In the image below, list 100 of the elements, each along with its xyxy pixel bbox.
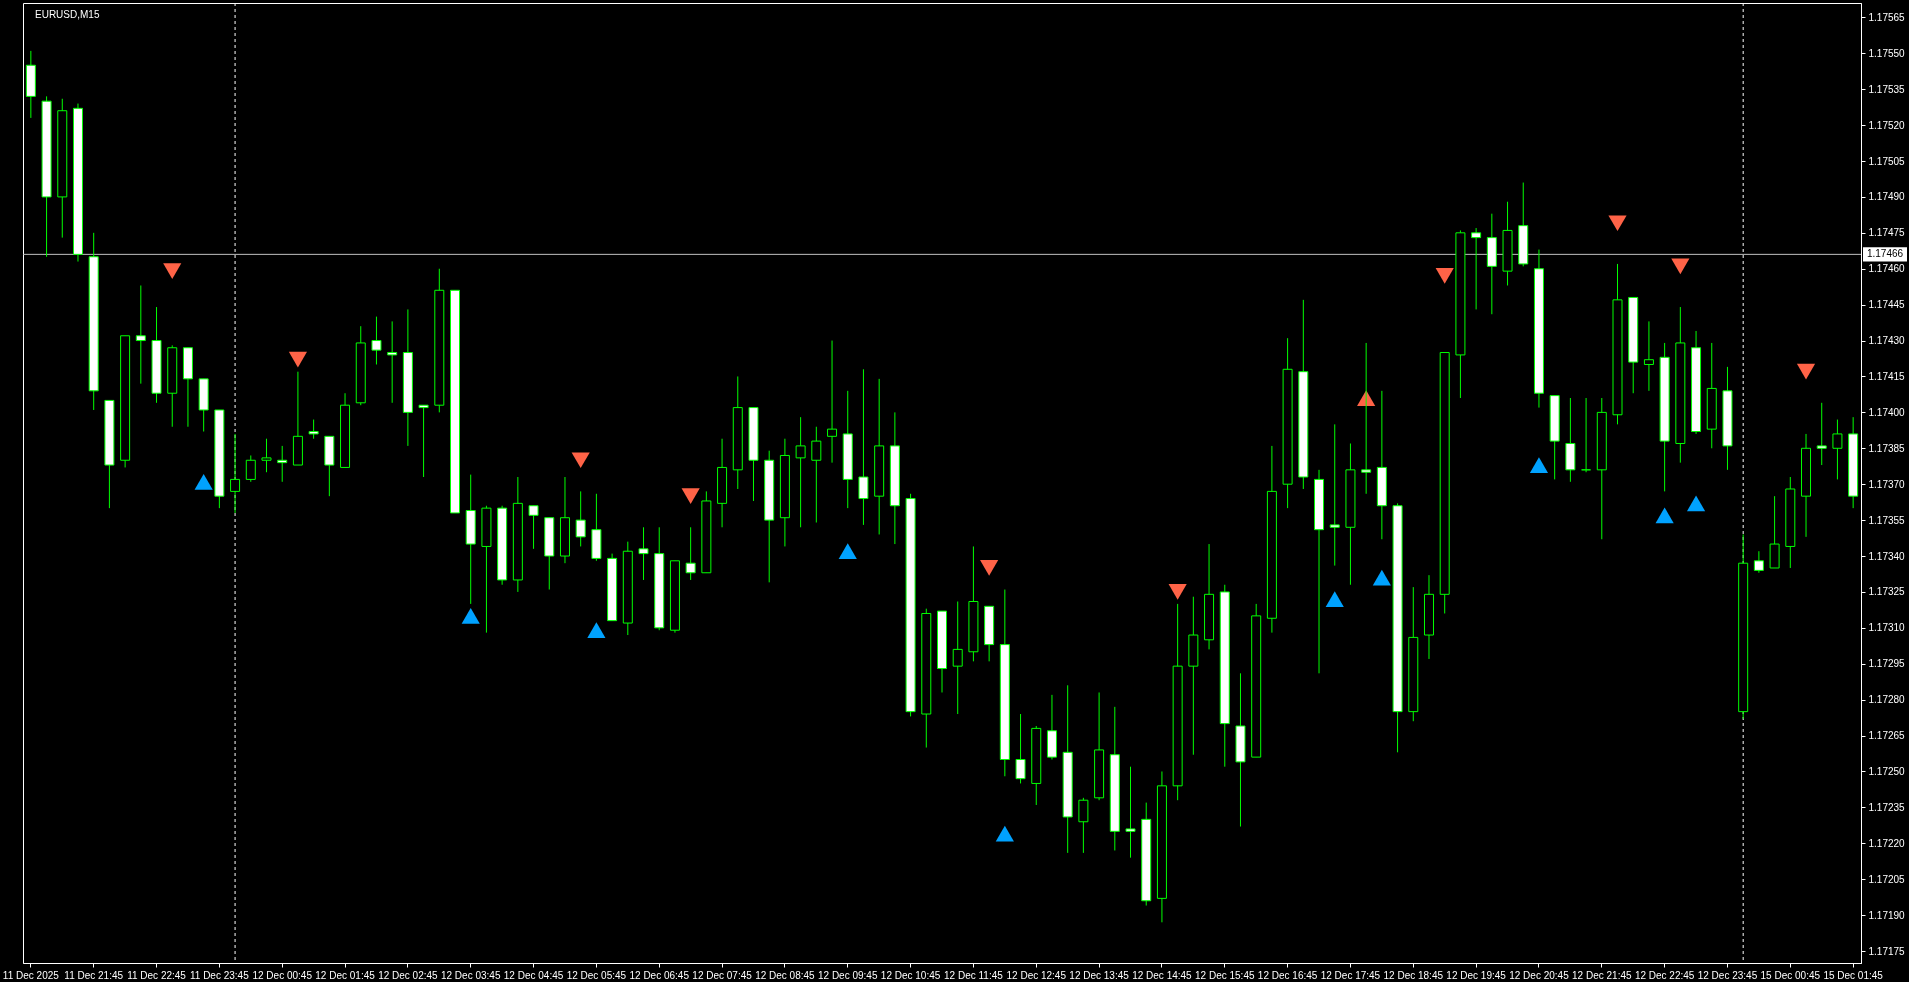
y-tick-label: 1.17325 bbox=[1868, 586, 1906, 598]
y-tick-label: 1.17520 bbox=[1868, 119, 1906, 131]
candlestick bbox=[1471, 227, 1482, 310]
y-tick-label: 1.17385 bbox=[1868, 442, 1906, 454]
y-tick-label: 1.17265 bbox=[1868, 730, 1906, 742]
point bbox=[1655, 507, 1674, 524]
y-tick-label: 1.17310 bbox=[1868, 622, 1906, 634]
y-tick-label: 1.17505 bbox=[1868, 155, 1906, 167]
candlestick bbox=[1769, 495, 1780, 569]
y-tick-label: 1.17550 bbox=[1868, 47, 1906, 59]
candlestick bbox=[1361, 342, 1372, 495]
y-tick-label: 1.17430 bbox=[1868, 335, 1906, 347]
candlestick bbox=[1753, 550, 1764, 574]
y-tick-label: 1.17565 bbox=[1868, 11, 1906, 23]
y-tick-label: 1.17415 bbox=[1868, 370, 1906, 382]
point bbox=[1168, 584, 1187, 600]
candlestick bbox=[811, 426, 822, 523]
point bbox=[1671, 258, 1690, 275]
candlestick bbox=[418, 404, 429, 478]
point bbox=[194, 473, 213, 490]
x-tick-label: 12 Dec 07:45 bbox=[692, 969, 753, 981]
candlestick bbox=[261, 438, 272, 473]
x-tick-label: 12 Dec 00:45 bbox=[252, 969, 313, 981]
point bbox=[838, 543, 857, 560]
x-tick-label: 12 Dec 19:45 bbox=[1446, 969, 1507, 981]
x-tick-label: 12 Dec 09:45 bbox=[817, 969, 878, 981]
y-tick-label: 1.17235 bbox=[1868, 801, 1906, 813]
candlestick bbox=[1125, 766, 1136, 859]
x-tick-label: 15 Dec 00:45 bbox=[1760, 969, 1821, 981]
y-tick-label: 1.17355 bbox=[1868, 514, 1906, 526]
point bbox=[1608, 215, 1627, 232]
y-tick-label: 1.17250 bbox=[1868, 765, 1906, 777]
candlestick bbox=[1816, 402, 1827, 466]
x-tick-label: 12 Dec 20:45 bbox=[1509, 969, 1570, 981]
candlestick bbox=[1643, 320, 1654, 392]
x-tick-label: 12 Dec 23:45 bbox=[1697, 969, 1758, 981]
y-tick-label: 1.17445 bbox=[1868, 299, 1906, 311]
x-tick-label: 11 Dec 23:45 bbox=[189, 969, 250, 981]
point bbox=[288, 351, 307, 368]
x-tick-label: 11 Dec 21:45 bbox=[64, 969, 124, 981]
point bbox=[571, 452, 590, 469]
y-tick-label: 1.17205 bbox=[1868, 873, 1906, 885]
candlestick bbox=[1329, 423, 1340, 567]
candlestick bbox=[528, 505, 539, 550]
candlestick bbox=[795, 416, 806, 528]
x-tick-label: 12 Dec 06:45 bbox=[629, 969, 690, 981]
point bbox=[681, 488, 700, 505]
candlestick bbox=[230, 433, 241, 514]
x-tick-label: 12 Dec 18:45 bbox=[1383, 969, 1444, 981]
point bbox=[1796, 363, 1816, 380]
point bbox=[1529, 457, 1549, 473]
x-tick-label: 11 Dec 2025 bbox=[2, 969, 60, 981]
y-tick-label: 1.17190 bbox=[1868, 909, 1906, 921]
candlestick bbox=[245, 454, 256, 483]
candlestick bbox=[308, 419, 319, 440]
x-tick-label: 15 Dec 01:45 bbox=[1823, 969, 1884, 981]
y-tick-label: 1.17490 bbox=[1868, 191, 1906, 203]
x-tick-label: 12 Dec 17:45 bbox=[1320, 969, 1381, 981]
candlestick bbox=[575, 490, 586, 547]
y-tick-label: 1.17280 bbox=[1868, 694, 1906, 706]
candlestick bbox=[1015, 713, 1026, 784]
point bbox=[980, 560, 999, 576]
y-tick-label: 1.17475 bbox=[1868, 227, 1906, 239]
x-tick-label: 12 Dec 13:45 bbox=[1069, 969, 1130, 981]
candlestick bbox=[638, 526, 649, 581]
x-tick-label: 12 Dec 16:45 bbox=[1257, 969, 1318, 981]
y-tick-label: 1.17175 bbox=[1868, 945, 1906, 957]
candlestick bbox=[387, 320, 398, 404]
candlestick bbox=[371, 316, 382, 365]
point bbox=[995, 825, 1014, 842]
x-tick-label: 12 Dec 03:45 bbox=[440, 969, 501, 981]
text: EURUSD,M15 bbox=[35, 9, 100, 20]
y-tick-label: 1.17400 bbox=[1868, 406, 1906, 418]
point bbox=[1325, 591, 1344, 607]
y-tick-label: 1.17295 bbox=[1868, 658, 1906, 670]
x-tick-label: 12 Dec 02:45 bbox=[378, 969, 439, 981]
point bbox=[163, 263, 182, 279]
x-tick-label: 12 Dec 11:45 bbox=[944, 969, 1004, 981]
ref-line-label: 1.17466 bbox=[1866, 248, 1904, 260]
x-tick-label: 12 Dec 01:45 bbox=[315, 969, 376, 981]
candlestick bbox=[952, 601, 963, 715]
y-tick-label: 1.17370 bbox=[1868, 478, 1906, 490]
point bbox=[1435, 268, 1454, 284]
point bbox=[461, 608, 480, 624]
y-tick-label: 1.17340 bbox=[1868, 550, 1906, 562]
candlestick bbox=[135, 284, 146, 385]
candlestick bbox=[1832, 419, 1843, 480]
y-tick-label: 1.17460 bbox=[1868, 263, 1906, 275]
x-tick-label: 12 Dec 12:45 bbox=[1006, 969, 1067, 981]
x-tick-label: 12 Dec 22:45 bbox=[1634, 969, 1695, 981]
x-tick-label: 12 Dec 04:45 bbox=[503, 969, 564, 981]
x-tick-label: 12 Dec 15:45 bbox=[1195, 969, 1255, 981]
x-tick-label: 12 Dec 05:45 bbox=[566, 969, 627, 981]
y-tick-label: 1.17535 bbox=[1868, 83, 1906, 95]
point bbox=[1372, 569, 1391, 586]
x-tick-label: 12 Dec 14:45 bbox=[1132, 969, 1193, 981]
candlestick bbox=[858, 368, 869, 526]
x-tick-label: 12 Dec 10:45 bbox=[880, 969, 941, 981]
candlestick bbox=[277, 445, 288, 483]
x-tick-label: 11 Dec 22:45 bbox=[127, 969, 187, 981]
